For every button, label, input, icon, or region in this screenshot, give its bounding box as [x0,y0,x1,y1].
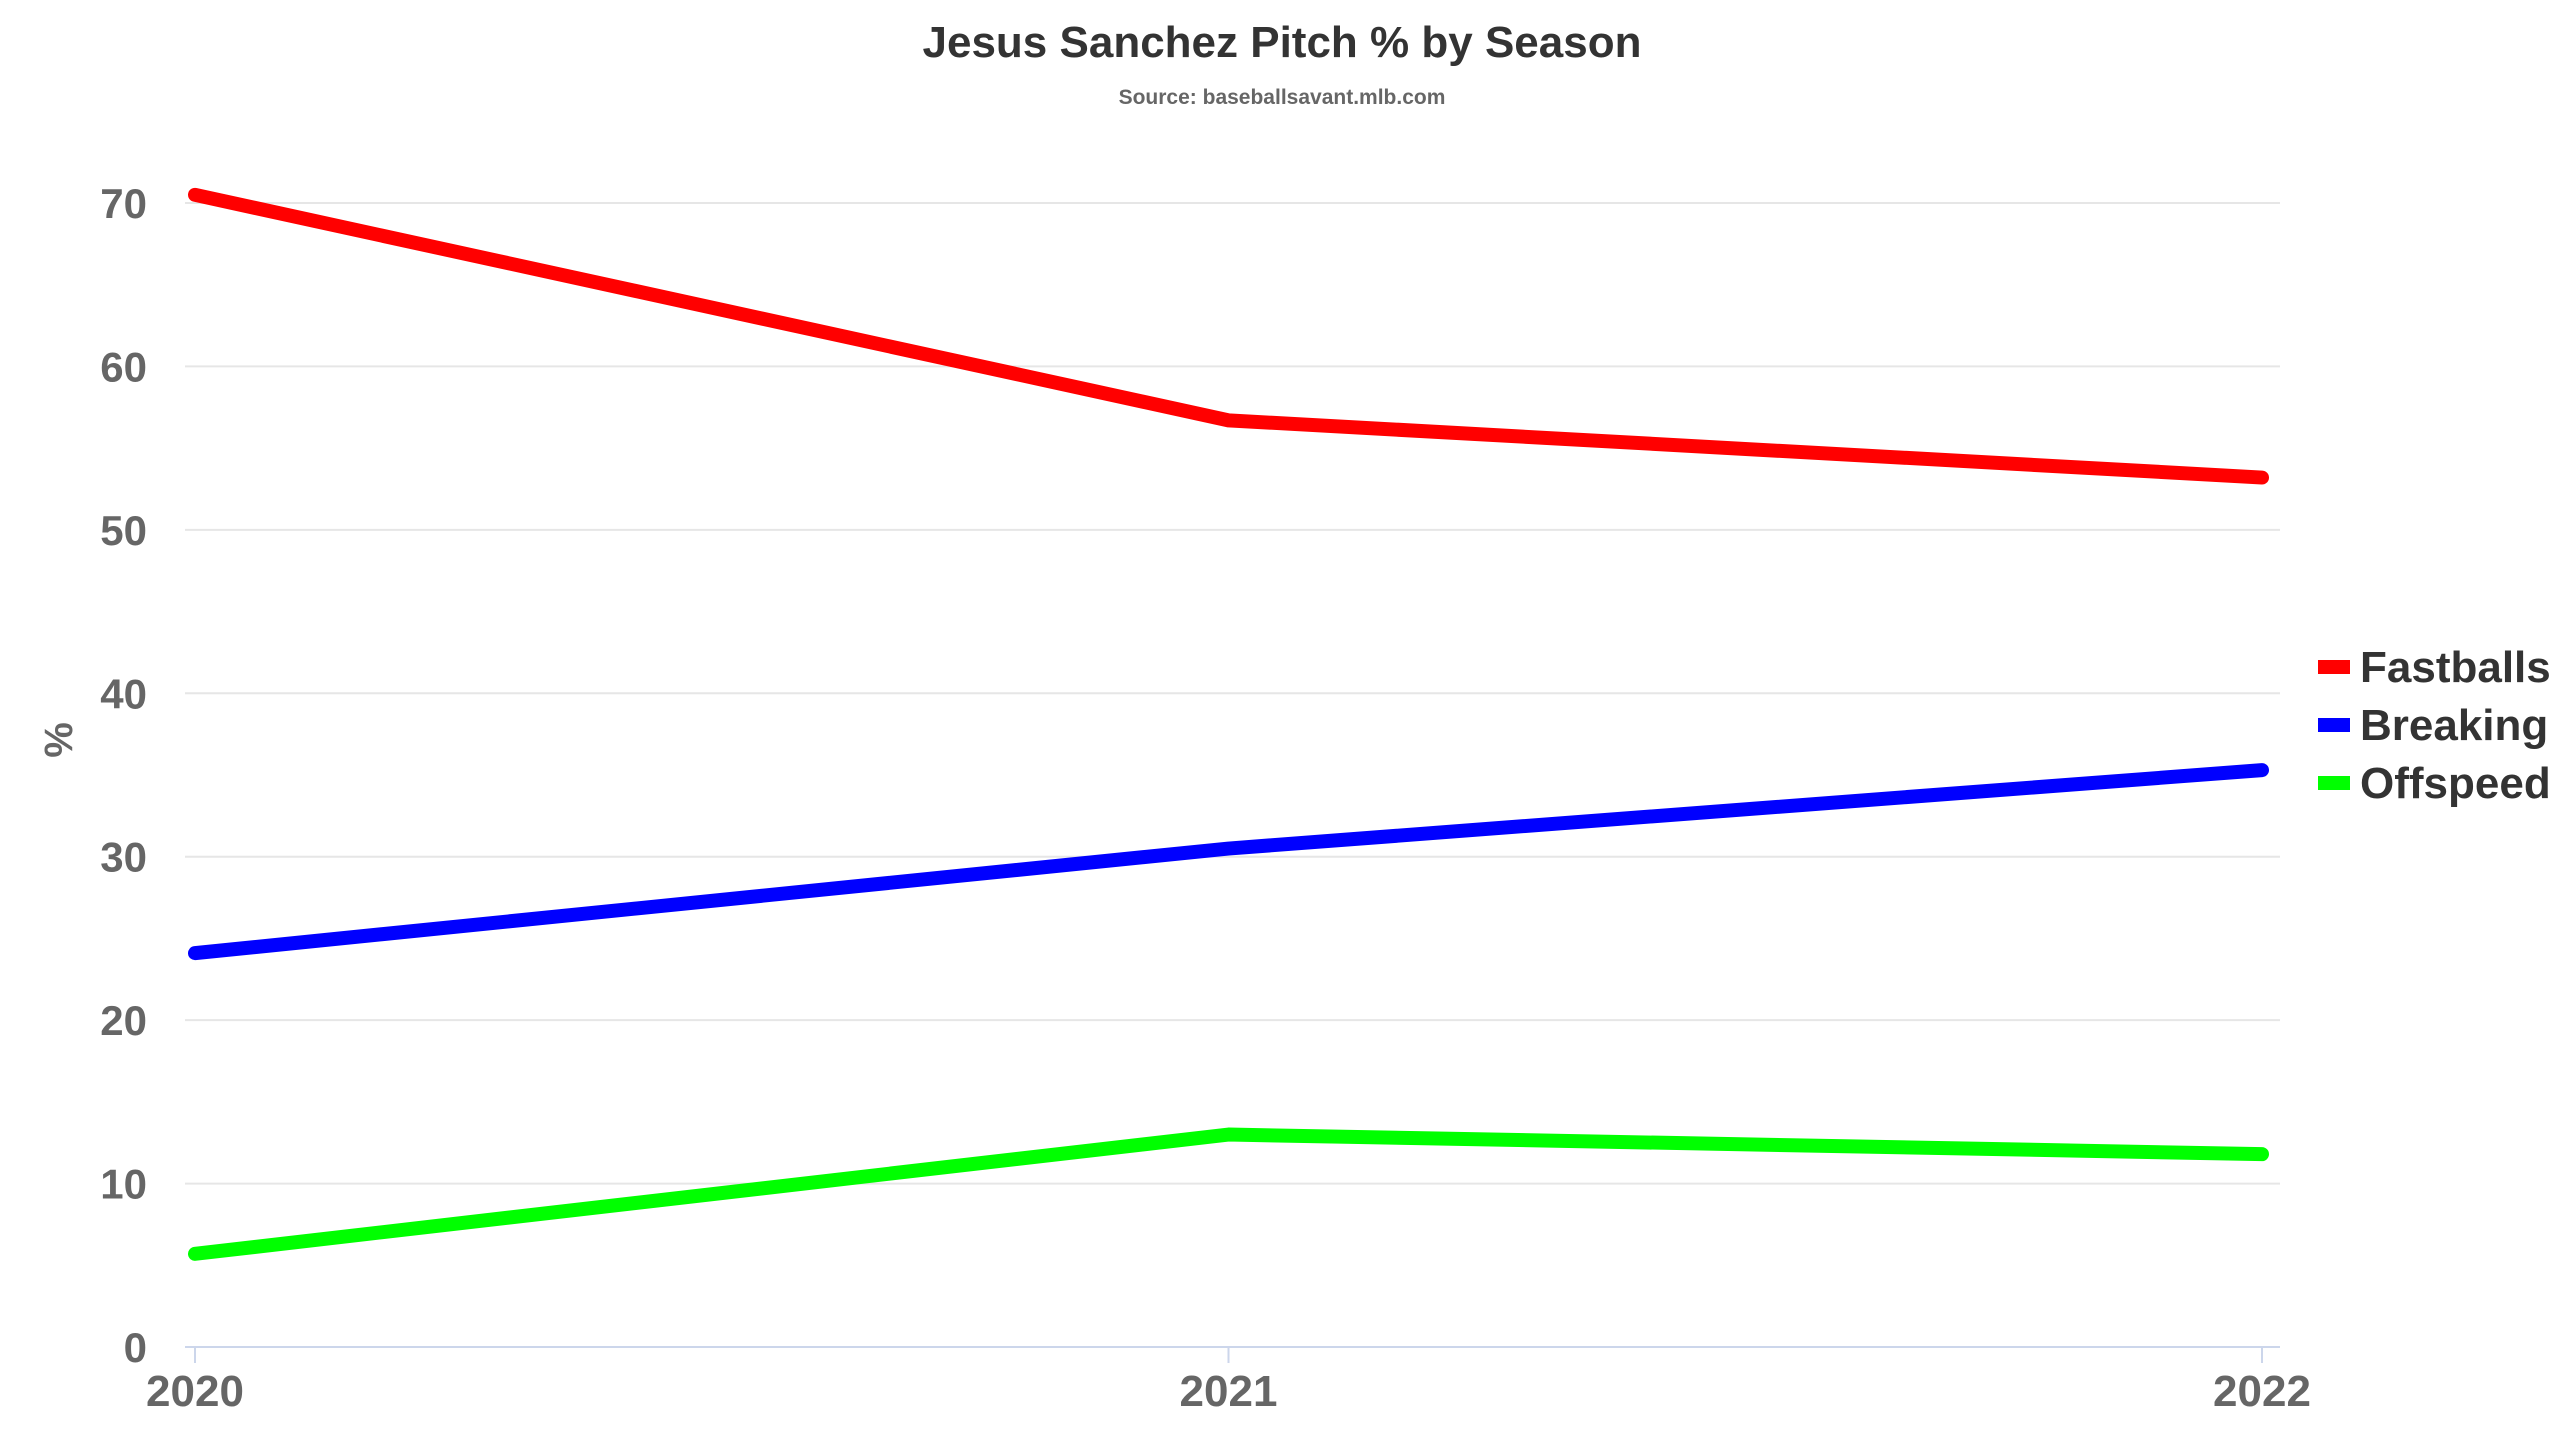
legend-item-breaking[interactable]: Breaking [2318,701,2548,750]
y-tick-label: 60 [100,343,147,390]
legend-label: Breaking [2360,701,2548,750]
y-axis-label: % [37,722,81,758]
legend[interactable]: Fastballs Breaking Offspeed [2318,643,2551,808]
series-line-offspeed [188,1127,2269,1261]
legend-label: Offspeed [2360,759,2551,808]
series-line-fastballs [188,187,2269,485]
x-axis-ticks: 2020 2021 2022 [146,1346,2311,1416]
x-tick-label: 2020 [146,1367,244,1416]
y-tick-label: 20 [100,997,147,1044]
chart-subtitle: Source: baseballsavant.mlb.com [1119,86,1446,109]
y-tick-label: 0 [124,1324,147,1371]
x-tick-label: 2022 [2213,1367,2311,1416]
y-tick-label: 50 [100,507,147,554]
y-tick-label: 30 [100,834,147,881]
y-tick-label: 10 [100,1161,147,1208]
gridlines [185,202,2280,1185]
legend-item-fastballs[interactable]: Fastballs [2318,643,2551,692]
x-tick-label: 2021 [1180,1367,1278,1416]
chart-title: Jesus Sanchez Pitch % by Season [923,18,1642,67]
y-tick-label: 70 [100,180,147,227]
series-lines [188,187,2269,1261]
legend-item-offspeed[interactable]: Offspeed [2318,759,2551,808]
y-tick-label: 40 [100,670,147,717]
legend-label: Fastballs [2360,643,2551,692]
series-line-breaking [188,763,2269,961]
y-axis-ticks: 0 10 20 30 40 50 60 70 [100,180,147,1371]
